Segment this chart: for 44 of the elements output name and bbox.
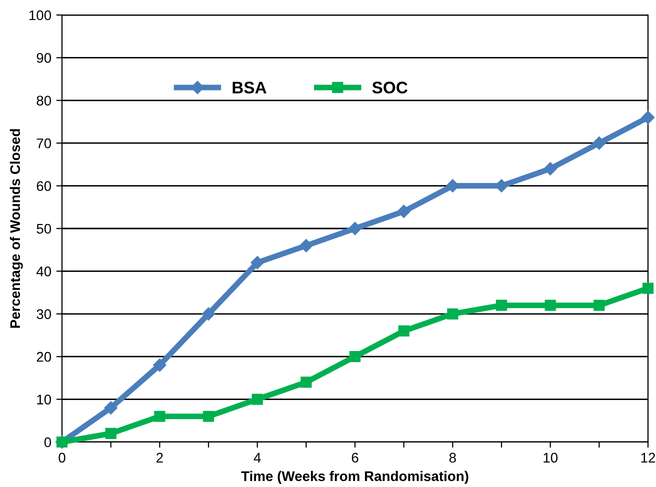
legend-label: BSA: [232, 82, 266, 94]
y-tick-label: 40: [36, 266, 52, 276]
point: [300, 238, 313, 252]
point: [300, 376, 312, 388]
x-tick-label: 0: [58, 452, 66, 463]
point: [104, 401, 118, 414]
point: [398, 325, 410, 337]
point: [496, 300, 508, 311]
point: [544, 162, 557, 176]
point: [397, 204, 410, 218]
point: [154, 410, 166, 422]
x-tick-label: 6: [352, 452, 358, 463]
y-tick-label: 70: [36, 138, 52, 148]
x-tick-label: 10: [544, 452, 558, 463]
x-tick-label: 12: [641, 452, 656, 462]
point: [592, 136, 606, 150]
point: [202, 307, 216, 320]
legend-label: SOC: [372, 82, 408, 94]
y-tick-label: 50: [36, 224, 52, 234]
point: [594, 300, 605, 311]
y-tick-label: 30: [36, 309, 52, 320]
point: [250, 256, 264, 270]
y-tick-label: 0: [44, 437, 52, 448]
y-tick-label: 100: [29, 10, 52, 20]
point: [202, 410, 214, 422]
point: [153, 358, 166, 372]
y-tick-label: 60: [36, 181, 52, 191]
x-axis-title: Time (Weeks from Randomisation): [241, 470, 468, 484]
x-tick-label: 2: [156, 452, 163, 462]
point: [641, 110, 655, 124]
point: [642, 282, 654, 294]
y-tick-label: 80: [36, 96, 52, 106]
y-tick-label: 20: [36, 352, 52, 362]
point: [447, 308, 458, 320]
y-axis-title: Percentage of Wounds Closed: [10, 129, 23, 328]
x-tick-label: 8: [449, 452, 456, 463]
point: [349, 351, 361, 362]
point: [252, 394, 263, 405]
y-tick-label: 10: [37, 394, 52, 404]
x-tick-label: 4: [254, 452, 261, 462]
point: [105, 428, 116, 440]
point: [544, 300, 556, 311]
point: [348, 222, 362, 236]
y-tick-label: 90: [36, 53, 52, 63]
